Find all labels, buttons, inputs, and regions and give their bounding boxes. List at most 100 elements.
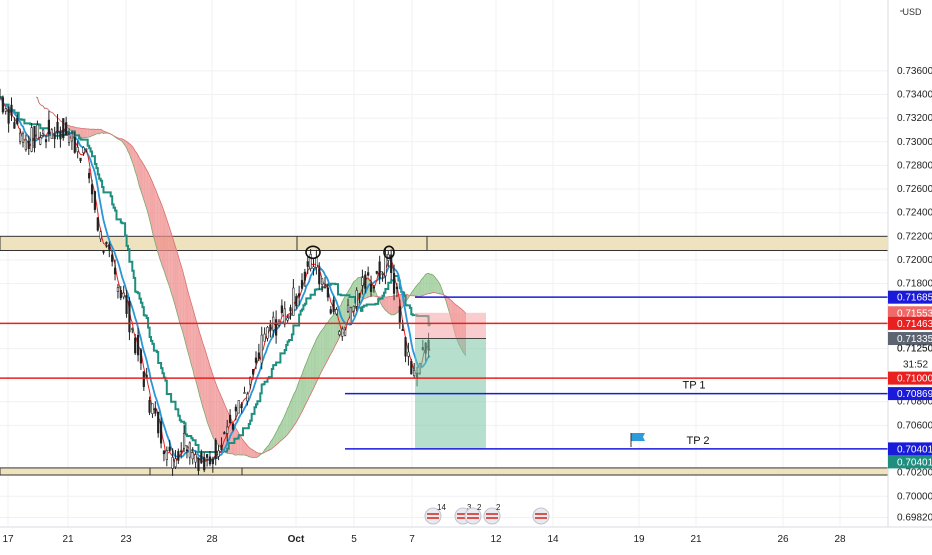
position-stop-zone: [415, 313, 486, 339]
candle-body: [31, 128, 33, 152]
candle-body: [350, 307, 352, 323]
candle-body: [192, 453, 194, 459]
candle-body: [71, 133, 73, 141]
cloud-segment: [252, 449, 253, 457]
cloud-segment: [204, 347, 205, 416]
cloud-segment: [147, 170, 148, 214]
date-tick-label: 21: [62, 534, 74, 545]
candle-body: [108, 245, 110, 250]
price-tick-label: 0.72800: [897, 160, 932, 171]
candle-body: [175, 459, 177, 467]
candle-body: [143, 372, 145, 387]
cloud-segment: [82, 128, 83, 138]
candle-body: [238, 400, 240, 413]
event-count: 2: [477, 503, 482, 512]
countdown-label: 31:52: [903, 360, 928, 371]
cloud-segment: [140, 158, 141, 191]
candle-body: [287, 318, 289, 321]
candle-body: [111, 255, 113, 262]
candle-body: [37, 125, 39, 139]
candle-body: [307, 262, 309, 267]
candle-body: [290, 308, 292, 311]
candle-body: [132, 328, 134, 329]
cloud-segment: [160, 200, 161, 263]
cloud-segment: [145, 168, 146, 209]
price-tick-label: 0.73000: [897, 137, 932, 148]
candle-body: [295, 296, 297, 305]
candle-body: [255, 358, 257, 363]
level-label: TP 1: [682, 380, 705, 392]
candle-body: [22, 134, 24, 143]
candle-body: [178, 451, 180, 460]
cloud-segment: [177, 251, 178, 317]
candle-body: [189, 443, 191, 457]
candle-body: [267, 327, 269, 338]
candle-body: [65, 123, 67, 135]
cloud-segment: [296, 385, 297, 422]
cloud-segment: [305, 363, 306, 406]
cloud-segment: [385, 297, 386, 311]
event-flag-icon[interactable]: [533, 508, 549, 524]
price-tag-label: 0.70401: [897, 457, 932, 468]
cloud-segment: [285, 412, 286, 437]
date-tick-label: 19: [633, 534, 645, 545]
cloud-segment: [293, 392, 294, 426]
price-tick-label: 0.72000: [897, 255, 932, 266]
candle-body: [399, 307, 401, 323]
candle-body: [62, 118, 64, 137]
cloud-segment: [250, 448, 251, 457]
candle-body: [117, 288, 119, 292]
candle-body: [77, 147, 79, 151]
cloud-segment: [306, 359, 307, 403]
candle-body: [215, 440, 217, 458]
candle-body: [152, 404, 154, 414]
candle-body: [91, 185, 93, 194]
cloud-segment: [354, 281, 355, 310]
candle-body: [169, 447, 171, 451]
cloud-segment: [328, 320, 329, 360]
cloud-segment: [155, 189, 156, 249]
cloud-segment: [391, 296, 392, 315]
price-tag-label: 0.71463: [897, 319, 932, 330]
cloud-segment: [196, 318, 197, 385]
candle-body: [126, 296, 128, 314]
date-tick-label: 26: [777, 534, 789, 545]
candle-body: [411, 361, 413, 374]
cloud-segment: [335, 311, 336, 346]
cloud-segment: [83, 128, 84, 137]
cloud-segment: [309, 352, 310, 397]
candle-body: [275, 320, 277, 336]
candle-body: [327, 288, 329, 297]
candle-body: [140, 350, 142, 363]
cloud-segment: [291, 398, 292, 430]
cloud-segment: [311, 349, 312, 394]
candle-body: [413, 370, 415, 375]
candle-body: [39, 138, 41, 145]
cloud-segment: [289, 402, 290, 433]
date-tick-label: 7: [409, 534, 415, 545]
cloud-segment: [334, 313, 335, 348]
event-flag-stripe: [467, 513, 479, 515]
candle-body: [0, 97, 1, 98]
cloud-segment: [186, 282, 187, 349]
candle-body: [103, 251, 105, 252]
cloud-segment: [430, 274, 431, 293]
candle-body: [54, 135, 56, 139]
cloud-segment: [144, 165, 145, 204]
event-flag-stripe: [427, 513, 439, 515]
candle-body: [19, 133, 21, 141]
candle-body: [94, 192, 96, 210]
candle-body: [100, 232, 102, 239]
candle-body: [281, 306, 283, 313]
cloud-segment: [178, 256, 179, 323]
cloud-segment: [187, 288, 188, 354]
level-label: TP 2: [686, 435, 709, 447]
cloud-segment: [213, 375, 214, 440]
cloud-segment: [345, 294, 346, 326]
candle-body: [34, 126, 36, 147]
sr-zone: [0, 468, 888, 475]
cloud-segment: [434, 276, 435, 292]
candle-body: [186, 450, 188, 451]
candle-body: [313, 267, 315, 269]
